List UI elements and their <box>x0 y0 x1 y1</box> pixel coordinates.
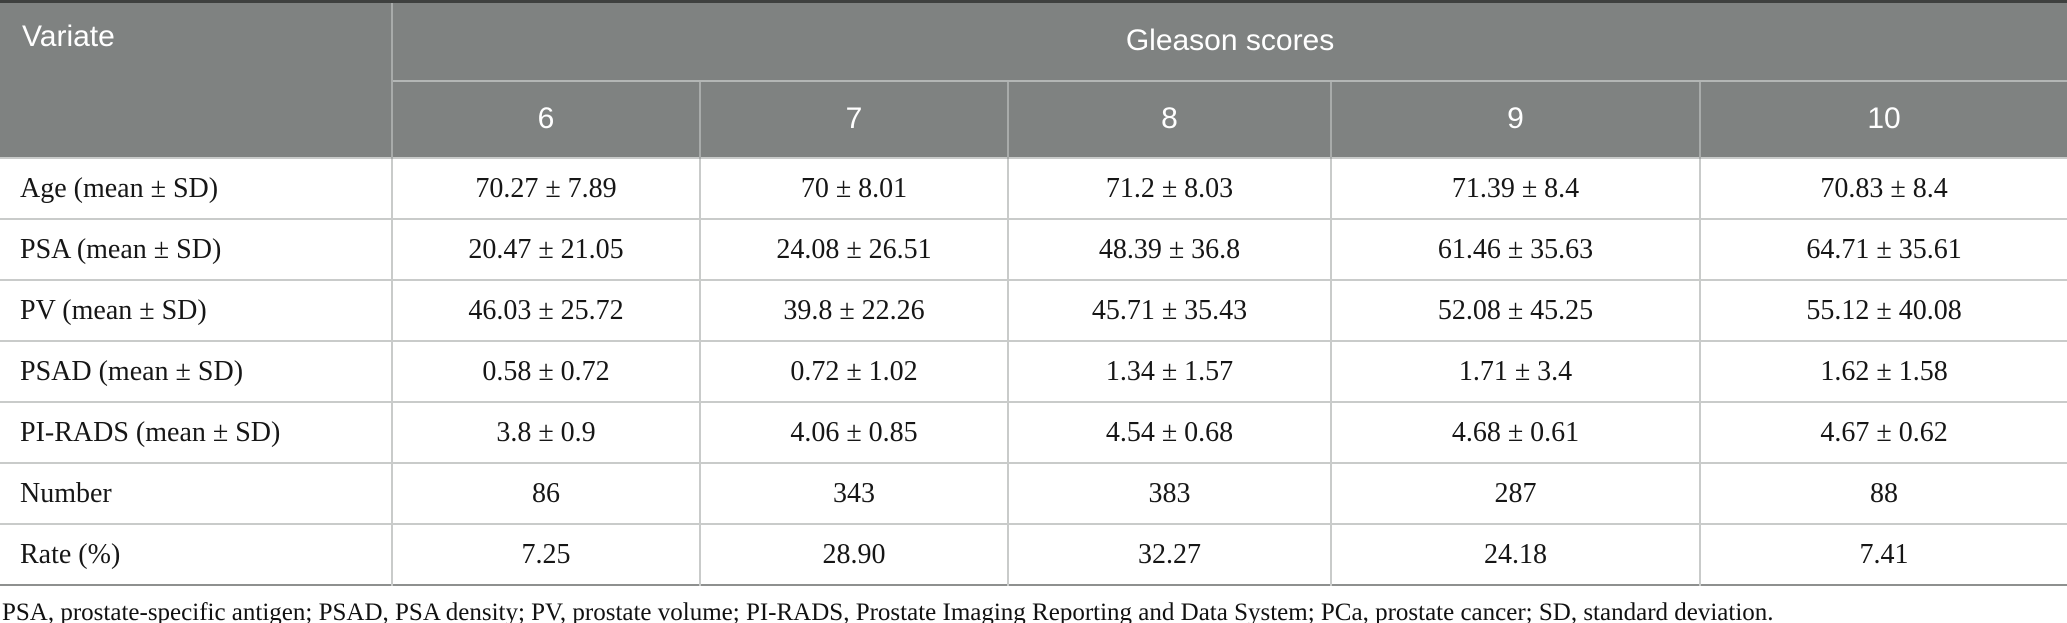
table-cell: 70.83 ± 8.4 <box>1698 157 2067 219</box>
table-cell: 71.39 ± 8.4 <box>1330 157 1700 219</box>
table-cell: 287 <box>1330 462 1700 524</box>
row-label: Number <box>0 462 392 524</box>
table-cell: 39.8 ± 22.26 <box>699 279 1008 341</box>
table-cell: 1.34 ± 1.57 <box>1007 340 1331 402</box>
row-label: Age (mean ± SD) <box>0 157 392 219</box>
table-cell: 383 <box>1007 462 1331 524</box>
table-cell: 1.62 ± 1.58 <box>1698 340 2067 402</box>
table-row-psad: PSAD (mean ± SD) 0.58 ± 0.72 0.72 ± 1.02… <box>0 340 2067 402</box>
column-header-score-9: 9 <box>1330 80 1700 158</box>
table-header: Variate Gleason scores 6 7 8 9 10 <box>0 1 2067 158</box>
row-label: Rate (%) <box>0 523 392 585</box>
table-cell: 55.12 ± 40.08 <box>1698 279 2067 341</box>
table-row-age: Age (mean ± SD) 70.27 ± 7.89 70 ± 8.01 7… <box>0 157 2067 219</box>
table-cell: 7.41 <box>1698 523 2067 585</box>
column-header-score-7: 7 <box>699 80 1008 158</box>
table-cell: 70.27 ± 7.89 <box>391 157 700 219</box>
table-cell: 3.8 ± 0.9 <box>391 401 700 463</box>
table-cell: 71.2 ± 8.03 <box>1007 157 1331 219</box>
column-header-score-10: 10 <box>1698 80 2067 158</box>
table-cell: 4.67 ± 0.62 <box>1698 401 2067 463</box>
table-cell: 4.06 ± 0.85 <box>699 401 1008 463</box>
table-cell: 7.25 <box>391 523 700 585</box>
table-cell: 20.47 ± 21.05 <box>391 218 700 280</box>
gleason-scores-table: Variate Gleason scores 6 7 8 9 10 Age (m… <box>0 0 2067 586</box>
table-cell: 70 ± 8.01 <box>699 157 1008 219</box>
table-cell: 32.27 <box>1007 523 1331 585</box>
table-cell: 46.03 ± 25.72 <box>391 279 700 341</box>
column-header-score-8: 8 <box>1007 80 1331 158</box>
table-cell: 48.39 ± 36.8 <box>1007 218 1331 280</box>
row-label: PSA (mean ± SD) <box>0 218 392 280</box>
table-body: Age (mean ± SD) 70.27 ± 7.89 70 ± 8.01 7… <box>0 157 2067 585</box>
table-cell: 28.90 <box>699 523 1008 585</box>
table-footnote: PSA, prostate-specific antigen; PSAD, PS… <box>2 599 1774 623</box>
table-cell: 24.08 ± 26.51 <box>699 218 1008 280</box>
row-label: PI-RADS (mean ± SD) <box>0 401 392 463</box>
table-cell: 61.46 ± 35.63 <box>1330 218 1700 280</box>
row-label: PV (mean ± SD) <box>0 279 392 341</box>
table-row-rate: Rate (%) 7.25 28.90 32.27 24.18 7.41 <box>0 523 2067 585</box>
column-header-gleason-scores: Gleason scores <box>392 1 2067 82</box>
table-cell: 52.08 ± 45.25 <box>1330 279 1700 341</box>
table-cell: 88 <box>1698 462 2067 524</box>
table-cell: 45.71 ± 35.43 <box>1007 279 1331 341</box>
table-cell: 64.71 ± 35.61 <box>1698 218 2067 280</box>
table-cell: 343 <box>699 462 1008 524</box>
table-cell: 0.72 ± 1.02 <box>699 340 1008 402</box>
table-cell: 4.54 ± 0.68 <box>1007 401 1331 463</box>
column-header-variate: Variate <box>0 1 393 158</box>
table-row-number: Number 86 343 383 287 88 <box>0 462 2067 524</box>
column-header-score-6: 6 <box>392 80 700 158</box>
table-cell: 0.58 ± 0.72 <box>391 340 700 402</box>
table-row-pirads: PI-RADS (mean ± SD) 3.8 ± 0.9 4.06 ± 0.8… <box>0 401 2067 463</box>
table-cell: 1.71 ± 3.4 <box>1330 340 1700 402</box>
table-cell: 86 <box>391 462 700 524</box>
row-label: PSAD (mean ± SD) <box>0 340 392 402</box>
table-cell: 4.68 ± 0.61 <box>1330 401 1700 463</box>
table-cell: 24.18 <box>1330 523 1700 585</box>
table-row-psa: PSA (mean ± SD) 20.47 ± 21.05 24.08 ± 26… <box>0 218 2067 280</box>
table-row-pv: PV (mean ± SD) 46.03 ± 25.72 39.8 ± 22.2… <box>0 279 2067 341</box>
